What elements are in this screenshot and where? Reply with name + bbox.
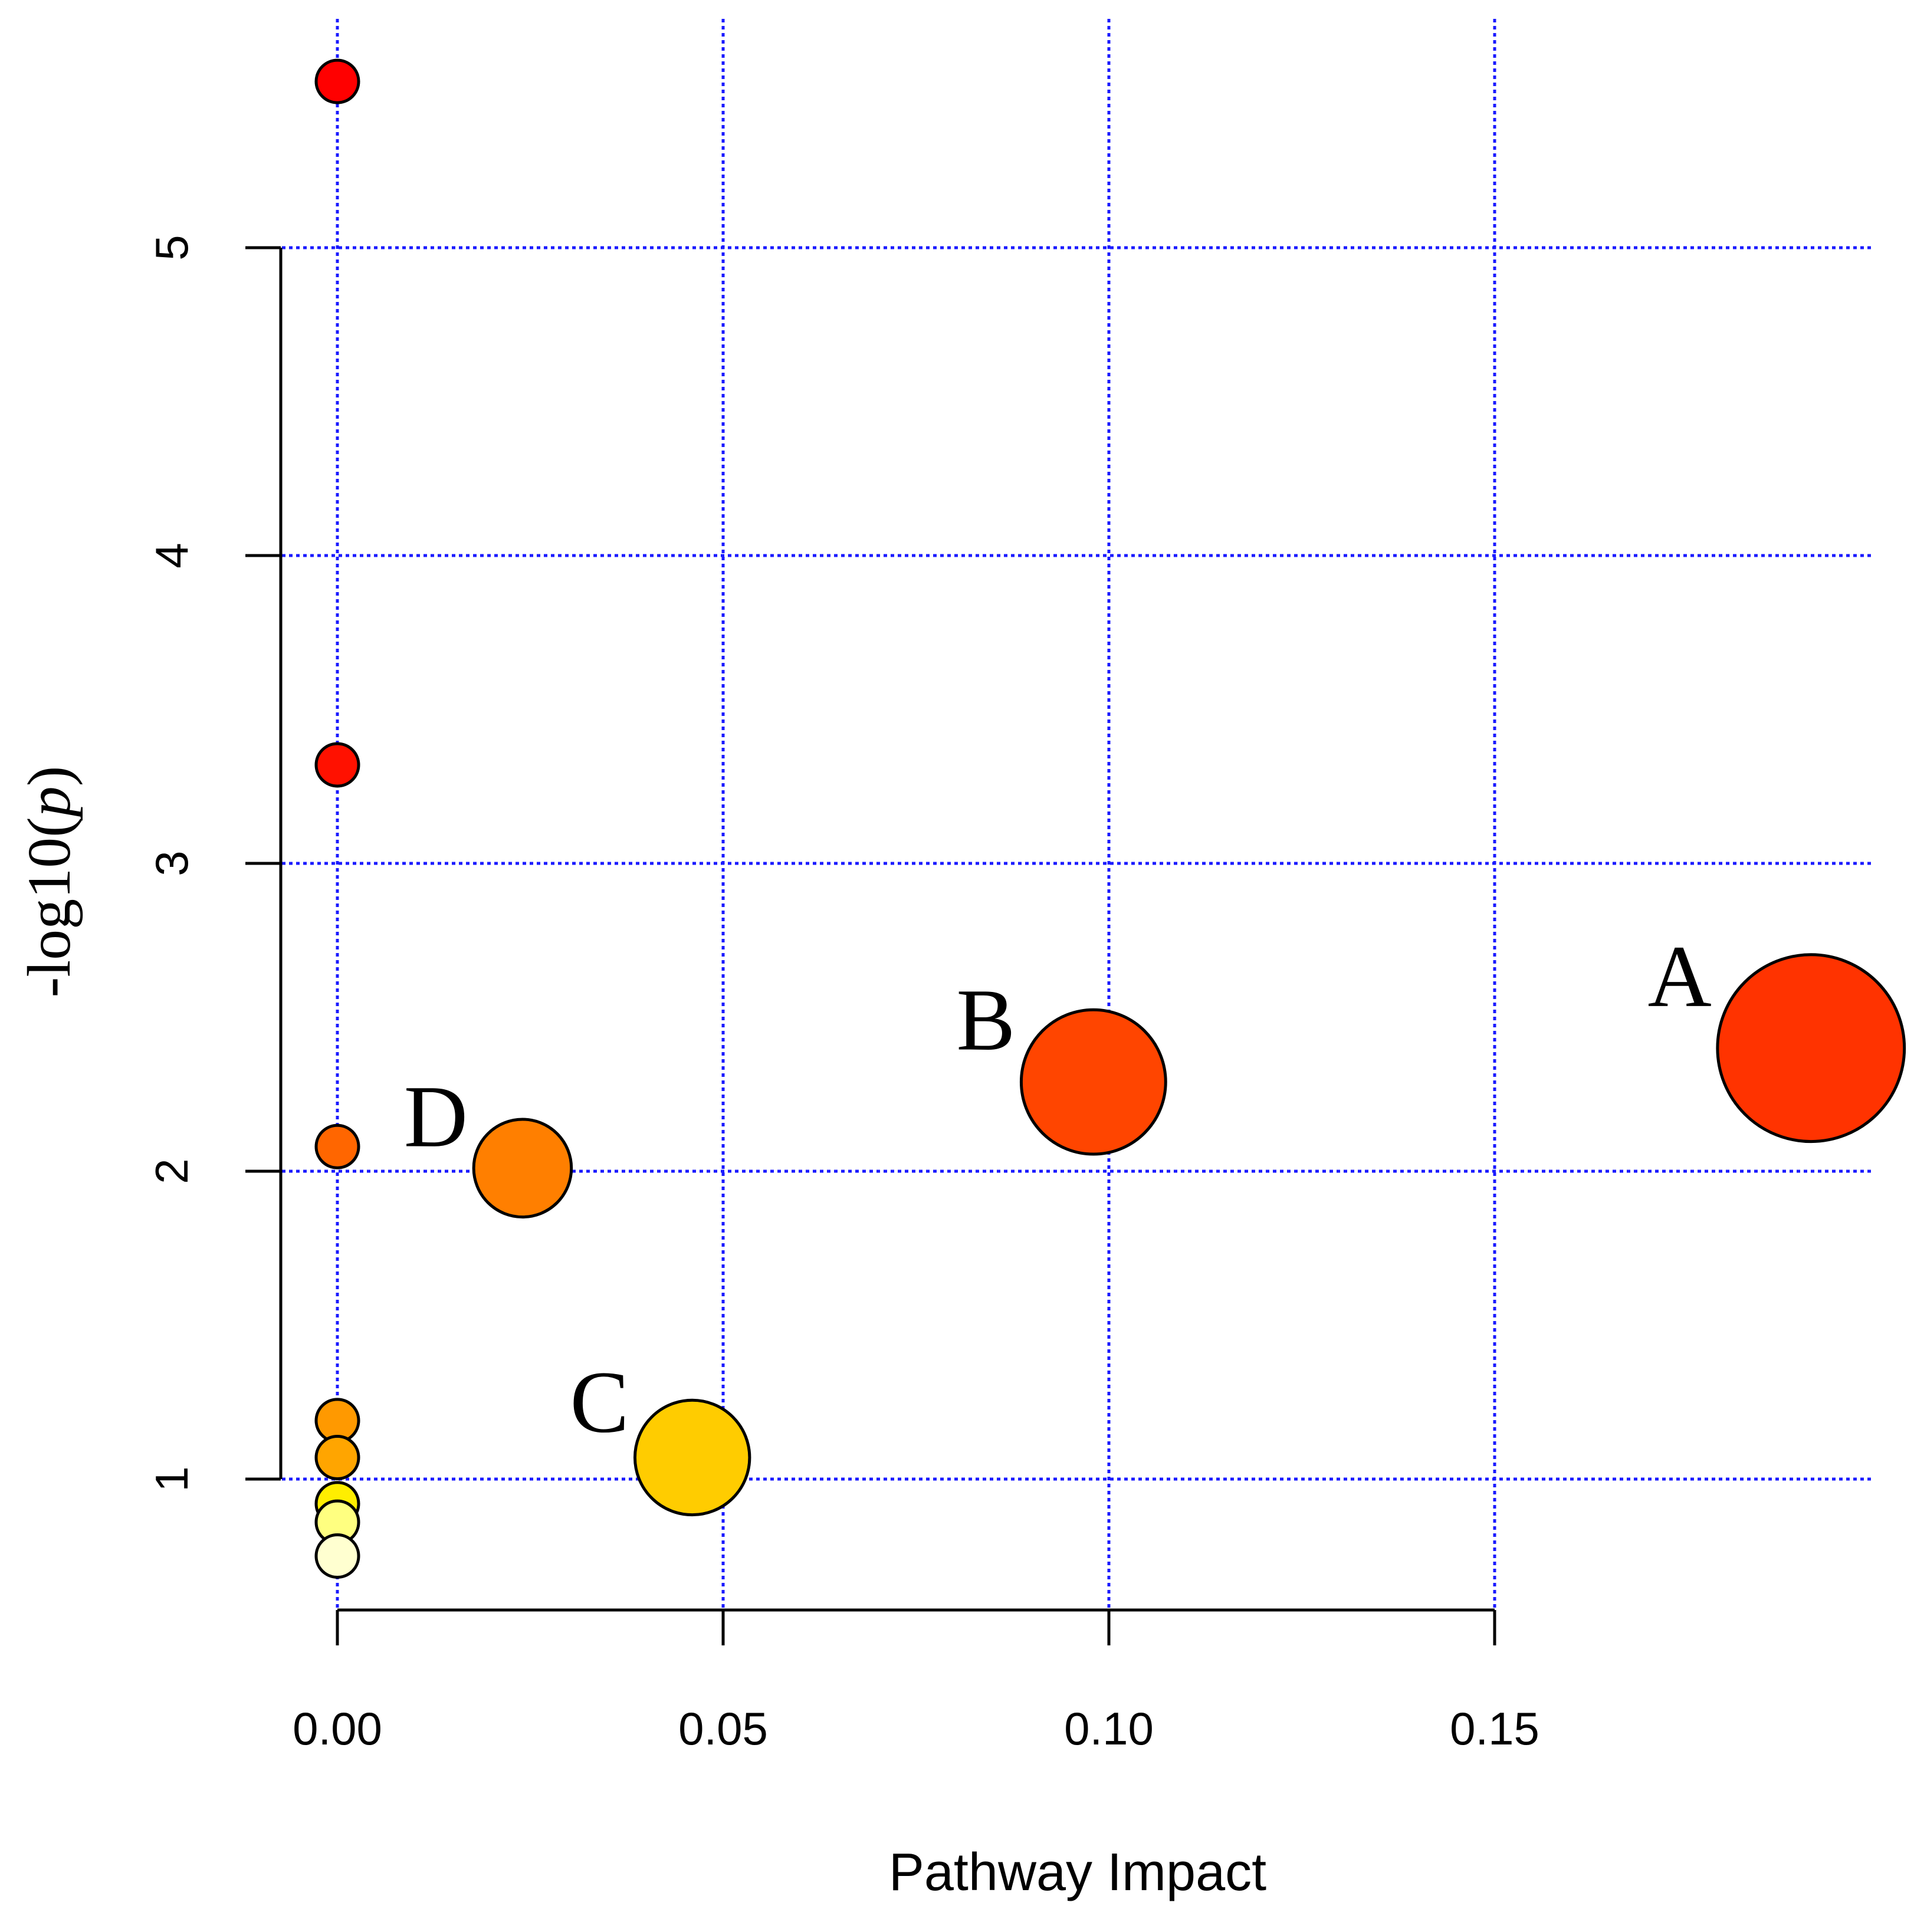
point-label-D: D [404,1068,468,1166]
data-point-1 [314,742,360,788]
data-point-B [1019,1008,1167,1156]
data-points [314,58,1906,1579]
point-label-B: B [956,971,1015,1069]
data-point-7 [314,1533,360,1579]
y-tick-label-2: 3 [146,850,198,876]
x-axis-title: Pathway Impact [889,1843,1266,1902]
y-axis-title-prefix: -log10( [15,817,83,997]
point-labels: D C B A [404,928,1712,1451]
point-label-C: C [570,1353,629,1451]
y-axis-title-variable: p [15,786,83,821]
axes: 1 2 3 4 5 0.00 0.05 0.10 0.15 [146,235,1539,1754]
data-point-A [1716,953,1906,1144]
y-axis-title-suffix: ) [15,766,83,787]
x-tick-label-3: 0.15 [1450,1703,1539,1754]
data-point-4 [314,1434,360,1480]
x-tick-label-0: 0.00 [293,1703,382,1754]
point-label-A: A [1648,928,1712,1026]
x-tick-label-1: 0.05 [678,1703,768,1754]
y-tick-label-4: 5 [146,235,198,260]
y-axis-title: -log10(p) [15,766,83,998]
y-tick-label-0: 1 [146,1466,198,1491]
data-point-2 [314,1123,360,1169]
data-point-D [472,1118,573,1219]
y-tick-label-3: 4 [146,543,198,568]
x-tick-label-2: 0.10 [1064,1703,1154,1754]
data-point-C [633,1398,751,1517]
y-tick-label-1: 2 [146,1158,198,1184]
data-point-0 [314,58,360,104]
